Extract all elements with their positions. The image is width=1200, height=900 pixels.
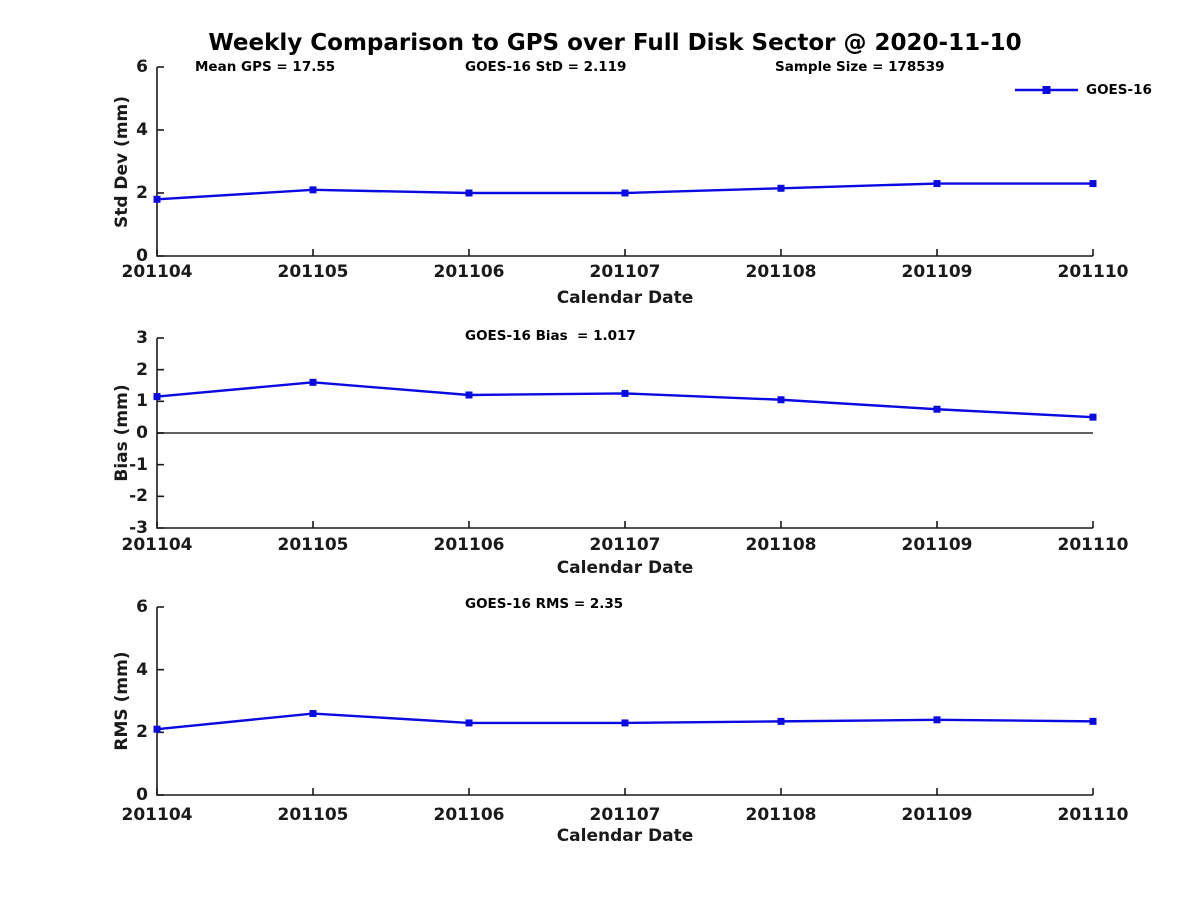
x-tick-label: 201105 [277, 535, 349, 555]
x-tick-label: 201109 [901, 535, 973, 555]
y-axis-label: RMS (mm) [112, 651, 132, 751]
data-point-marker [465, 391, 473, 399]
data-point-marker [153, 195, 161, 203]
data-point-marker [309, 186, 317, 194]
data-point-marker [933, 405, 941, 413]
data-point-marker [621, 189, 629, 197]
y-tick-label: 4 [136, 659, 148, 680]
data-point-marker [621, 389, 629, 397]
data-point-marker [153, 725, 161, 733]
y-tick-label: 2 [136, 359, 148, 380]
x-tick-label: 201108 [745, 805, 817, 825]
annotation-text: GOES-16 RMS = 2.35 [465, 596, 624, 612]
data-point-marker [777, 184, 785, 192]
x-tick-label: 201110 [1057, 262, 1129, 282]
data-point-marker [933, 180, 941, 188]
x-tick-label: 201108 [745, 535, 817, 555]
axis-spine [156, 607, 1093, 796]
annotation-text: GOES-16 Bias = 1.017 [465, 328, 636, 344]
data-point-marker [309, 710, 317, 718]
plot-line [156, 381, 1094, 419]
y-tick-label: 0 [136, 246, 148, 266]
y-axis-label: Std Dev (mm) [112, 95, 132, 228]
x-tick-label: 201105 [277, 805, 349, 825]
data-point-marker [777, 396, 785, 404]
data-point-marker [1089, 717, 1097, 725]
data-point-marker [1089, 180, 1097, 188]
y-tick-label: 3 [136, 328, 148, 348]
x-axis-label: Calendar Date [556, 558, 694, 578]
data-point-marker [465, 719, 473, 727]
x-tick-label: 201104 [121, 262, 193, 282]
data-point-marker [621, 719, 629, 727]
x-tick-label: 201104 [121, 535, 193, 555]
data-point-marker [465, 189, 473, 197]
x-axis-label: Calendar Date [556, 288, 694, 308]
annotation-text: Sample Size = 178539 [775, 59, 945, 75]
legend-label: GOES-16 [1086, 82, 1152, 98]
legend-marker [1042, 86, 1051, 94]
x-tick-label: 201107 [589, 805, 661, 825]
data-point-marker [153, 393, 161, 401]
y-tick-label: 1 [136, 391, 148, 412]
data-point-marker [1089, 413, 1097, 421]
x-tick-label: 201110 [1057, 535, 1129, 555]
x-tick-label: 201106 [433, 262, 505, 282]
y-tick-label: -2 [129, 486, 148, 507]
x-tick-label: 201107 [589, 535, 661, 555]
data-point-marker [309, 378, 317, 386]
y-tick-label: 2 [136, 722, 148, 743]
annotation-text: GOES-16 StD = 2.119 [465, 59, 627, 75]
x-tick-label: 201109 [901, 805, 973, 825]
y-tick-label: 4 [136, 120, 148, 140]
figure-title: Weekly Comparison to GPS over Full Disk … [208, 30, 1022, 56]
x-tick-label: 201107 [589, 262, 661, 282]
x-tick-label: 201108 [745, 262, 817, 282]
y-tick-label: 6 [136, 57, 148, 77]
annotation-text: Mean GPS = 17.55 [195, 59, 336, 75]
y-tick-label: 2 [136, 183, 148, 203]
x-tick-label: 201110 [1057, 805, 1129, 825]
y-tick-label: 0 [136, 423, 148, 443]
x-tick-label: 201106 [433, 805, 505, 825]
data-point-marker [933, 716, 941, 724]
x-tick-label: 201104 [121, 805, 193, 825]
axis-spine [156, 67, 1093, 257]
y-tick-label: 6 [136, 597, 148, 617]
y-tick-label: -1 [129, 454, 148, 475]
y-tick-label: 0 [136, 785, 148, 805]
x-tick-label: 201106 [433, 535, 505, 555]
data-point-marker [777, 717, 785, 725]
x-tick-label: 201109 [901, 262, 973, 282]
x-tick-label: 201105 [277, 262, 349, 282]
x-axis-label: Calendar Date [556, 826, 694, 846]
y-axis-label: Bias (mm) [112, 384, 132, 482]
y-tick-label: -3 [129, 518, 148, 538]
